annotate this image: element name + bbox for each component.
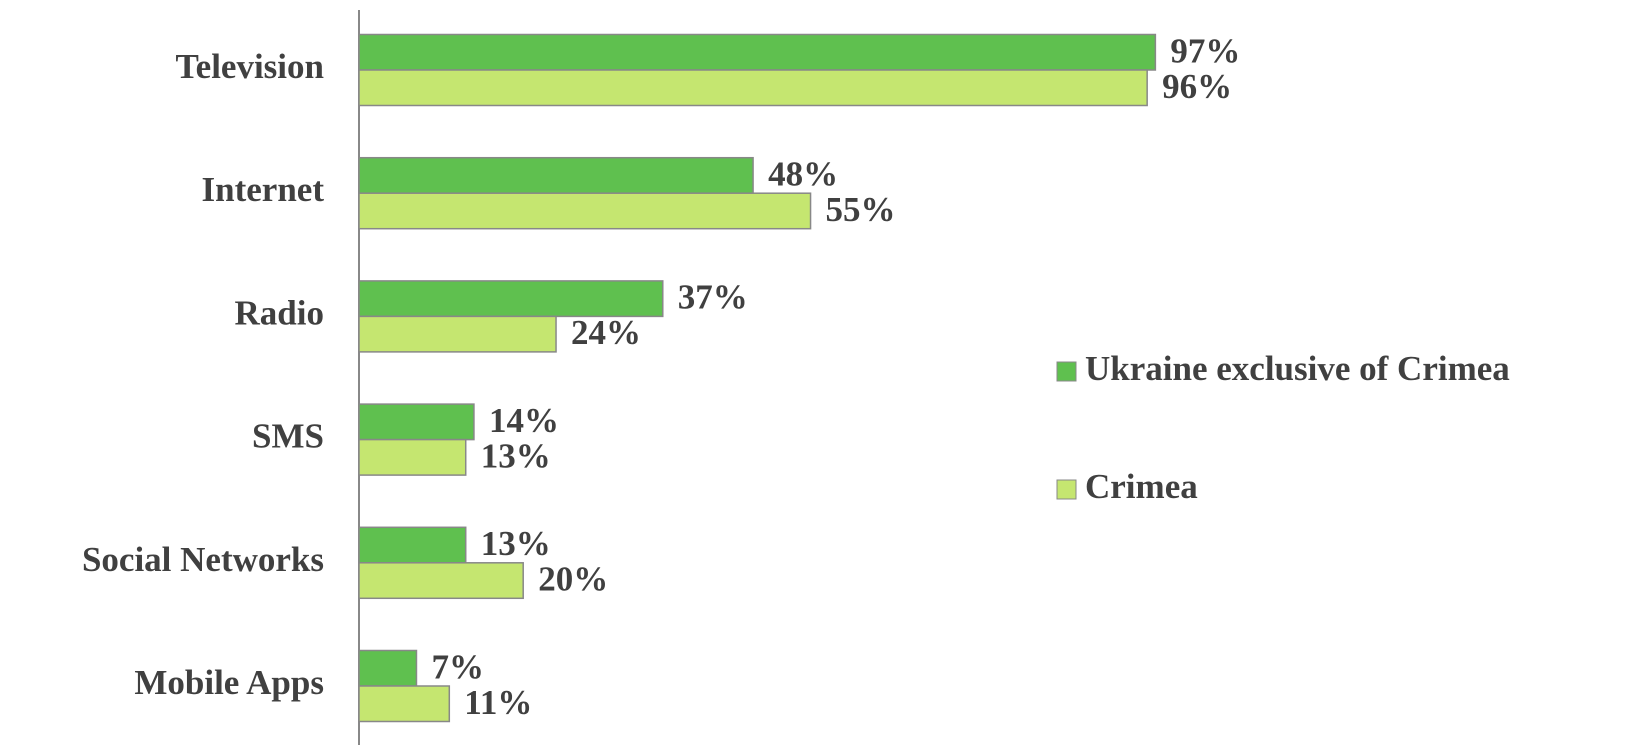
category-label: Social Networks <box>82 540 324 579</box>
bar <box>358 156 754 194</box>
bar <box>358 69 1148 107</box>
value-label: 55% <box>826 190 896 229</box>
legend-swatch <box>1056 361 1077 382</box>
category-label: Television <box>176 47 324 86</box>
bar <box>358 315 557 353</box>
bar <box>358 280 664 318</box>
bar <box>358 685 451 723</box>
legend-swatch <box>1056 479 1077 500</box>
value-label: 13% <box>481 436 551 475</box>
category-label: SMS <box>252 417 324 456</box>
category-label: Internet <box>202 170 325 209</box>
value-label: 48% <box>768 154 838 193</box>
value-label: 97% <box>1170 31 1240 70</box>
value-label: 96% <box>1162 67 1232 106</box>
legend-label: Crimea <box>1085 467 1198 506</box>
value-label: 14% <box>489 401 559 440</box>
bar <box>358 33 1157 71</box>
bar <box>358 562 524 600</box>
bar <box>358 438 467 476</box>
value-label: 20% <box>538 560 608 599</box>
legend-label: Ukraine exclusive of Crimea <box>1085 349 1510 388</box>
value-label: 11% <box>464 683 532 722</box>
value-label: 7% <box>431 647 484 686</box>
bar <box>358 192 812 230</box>
bar <box>358 403 475 441</box>
bar <box>358 649 418 687</box>
category-label: Mobile Apps <box>134 663 324 702</box>
bar <box>358 526 467 564</box>
value-label: 37% <box>678 278 748 317</box>
value-label: 24% <box>571 313 641 352</box>
category-label: Radio <box>235 293 324 332</box>
value-label: 13% <box>481 524 551 563</box>
